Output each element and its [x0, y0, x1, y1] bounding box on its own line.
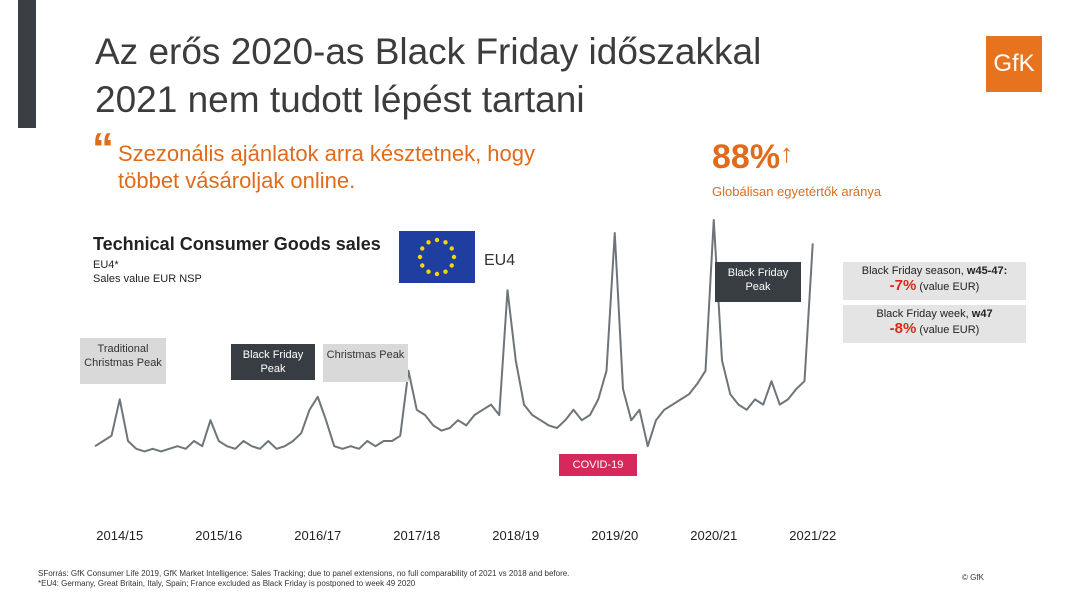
flag-star: [443, 240, 448, 245]
chart-title: Technical Consumer Goods sales: [93, 234, 381, 254]
kpi-label: Black Friday week,: [876, 308, 972, 320]
annotation: Traditional Christmas Peak: [80, 338, 166, 384]
flag-star: [426, 269, 431, 274]
flag-star: [420, 246, 425, 251]
flag-star: [449, 246, 454, 251]
annotation: Black Friday Peak: [231, 344, 315, 380]
flag-star: [420, 263, 425, 268]
copyright: © GfK: [962, 573, 984, 582]
stat-arrow: ↑: [780, 138, 794, 168]
kpi-label: Black Friday season,: [861, 265, 967, 277]
flag-star: [449, 263, 454, 268]
flag-star: [426, 240, 431, 245]
x-tick-label: 2021/22: [789, 528, 837, 543]
quote-line: Szezonális ajánlatok arra késztetnek, ho…: [118, 141, 536, 166]
logo: GfK: [986, 36, 1042, 92]
footnote: SForrás: GfK Consumer Life 2019, GfK Mar…: [38, 569, 570, 578]
region-label: EU4: [484, 252, 516, 269]
title-line: 2021 nem tudott lépést tartani: [95, 79, 585, 120]
line: [94, 219, 814, 453]
quote-mark: “: [92, 124, 114, 173]
flag-star: [451, 254, 457, 260]
footnotes: SForrás: GfK Consumer Life 2019, GfK Mar…: [38, 569, 569, 589]
flag-star: [434, 237, 440, 243]
x-tick-label: 2014/15: [96, 528, 144, 543]
x-tick-label: 2018/19: [492, 528, 540, 543]
annotation: Black Friday Peak: [715, 262, 801, 302]
stat-caption: Globálisan egyetértők aránya: [712, 184, 882, 199]
stat-value: 88%: [712, 138, 781, 176]
x-tick-label: 2017/18: [393, 528, 441, 543]
kpi-label: w47: [971, 308, 993, 320]
title: Az erős 2020-as Black Friday időszakkal 2…: [95, 28, 761, 124]
x-tick-label: 2015/16: [195, 528, 243, 543]
kpi-value: -7%: [889, 277, 917, 294]
accent-bar: [18, 0, 36, 128]
kpi-unit: (value EUR): [919, 324, 980, 336]
annotation: COVID-19: [559, 454, 637, 476]
eu-flag: [399, 231, 475, 283]
x-tick-label: 2016/17: [294, 528, 342, 543]
flag-star: [417, 254, 423, 260]
x-tick-label: 2019/20: [591, 528, 639, 543]
stat: 88%↑: [712, 138, 793, 177]
flag-star: [443, 269, 448, 274]
x-tick-label: 2020/21: [690, 528, 738, 543]
chart-subtitle: EU4* Sales value EUR NSP: [93, 258, 202, 286]
subtitle-line: Sales value EUR NSP: [93, 273, 202, 285]
flag-star: [434, 271, 440, 277]
kpi-label: w45-47:: [966, 265, 1008, 277]
kpi-value: -8%: [889, 320, 917, 337]
annotation: Christmas Peak: [323, 344, 408, 382]
title-line: Az erős 2020-as Black Friday időszakkal: [95, 31, 762, 72]
subtitle-line: EU4*: [93, 259, 119, 271]
footnote: *EU4: Germany, Great Britain, Italy, Spa…: [38, 579, 416, 588]
quote-line: többet vásároljak online.: [118, 168, 356, 193]
kpi-box: Black Friday week, w47 -8% (value EUR): [843, 305, 1026, 343]
kpi-box: Black Friday season, w45-47: -7% (value E…: [843, 262, 1026, 300]
kpi-unit: (value EUR): [919, 281, 980, 293]
quote: Szezonális ajánlatok arra késztetnek, ho…: [118, 140, 535, 194]
